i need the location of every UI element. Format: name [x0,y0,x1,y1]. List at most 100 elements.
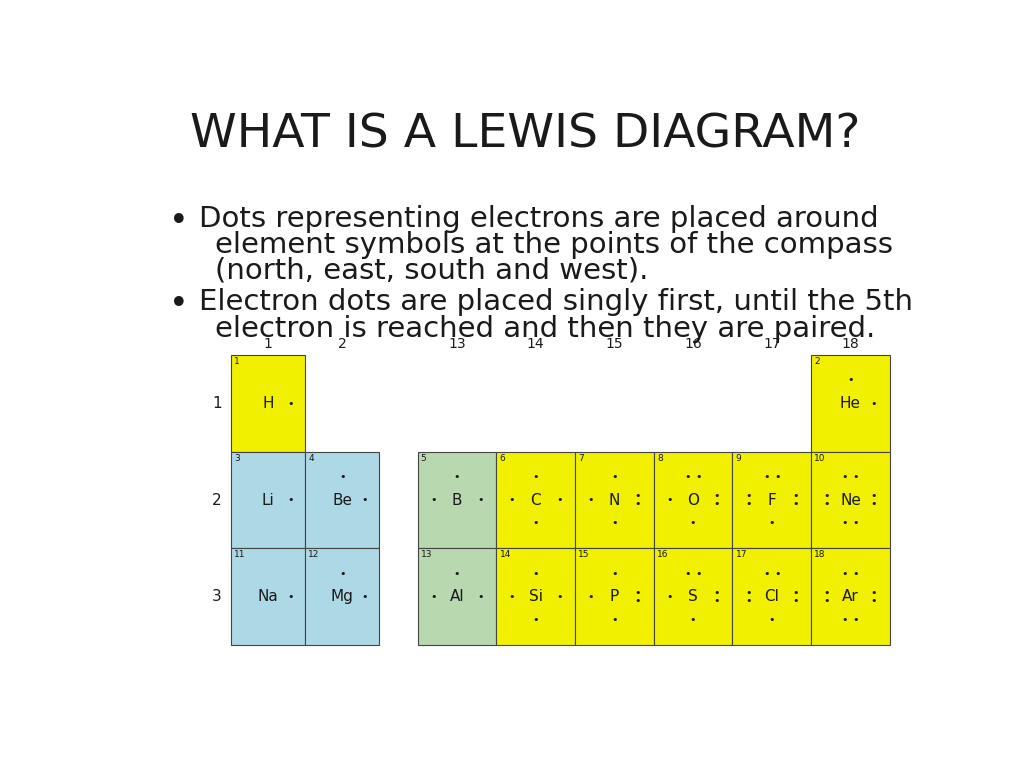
Text: Al: Al [450,589,464,604]
Text: •: • [774,472,780,482]
Text: •: • [714,588,720,598]
Text: 2: 2 [338,336,347,350]
Text: •: • [588,495,594,505]
Text: Ne: Ne [840,493,861,508]
Bar [575,452,653,548]
Text: •: • [774,568,780,578]
Text: •: • [611,568,617,578]
Bar [305,452,379,548]
Text: C: C [530,493,541,508]
Text: Dots representing electrons are placed around: Dots representing electrons are placed a… [200,204,879,233]
Text: •: • [870,588,878,598]
Text: 4: 4 [308,454,314,462]
Text: •: • [361,592,368,602]
Text: •: • [556,592,562,602]
Text: 6: 6 [500,454,505,462]
Bar [732,452,811,548]
Text: 17: 17 [763,336,780,350]
Text: •: • [763,568,769,578]
Text: •: • [695,568,701,578]
Text: •: • [763,472,769,482]
Text: •: • [667,592,673,602]
Text: Mg: Mg [331,589,353,604]
Bar [653,452,732,548]
Bar [231,548,305,645]
Text: •: • [853,518,859,528]
Text: •: • [842,568,848,578]
Text: 15: 15 [605,336,624,350]
Text: 3: 3 [234,454,240,462]
Text: •: • [870,399,878,409]
Text: •: • [744,588,752,598]
Text: •: • [744,596,752,606]
Text: •: • [823,596,830,606]
Text: •: • [870,499,878,509]
Text: Li: Li [262,493,274,508]
Text: 2: 2 [814,357,820,366]
Text: •: • [870,491,878,501]
Text: 14: 14 [500,550,511,559]
Text: H: H [262,396,274,411]
Text: electron is reached and then they are paired.: electron is reached and then they are pa… [215,315,876,343]
Text: •: • [635,499,641,509]
Text: 2: 2 [212,493,221,508]
Text: 16: 16 [656,550,669,559]
Text: •: • [339,568,345,578]
Text: •: • [853,568,859,578]
Text: 10: 10 [814,454,825,462]
Text: •: • [714,596,720,606]
Text: •: • [690,518,696,528]
Text: •: • [509,592,515,602]
Bar [732,548,811,645]
Text: •: • [793,499,799,509]
Text: WHAT IS A LEWIS DIAGRAM?: WHAT IS A LEWIS DIAGRAM? [189,113,860,158]
Text: Na: Na [258,589,279,604]
Text: 13: 13 [421,550,432,559]
Text: •: • [635,491,641,501]
Text: 1: 1 [264,336,272,350]
Text: 18: 18 [842,336,859,350]
Text: •: • [635,596,641,606]
Text: •: • [870,596,878,606]
Bar [811,356,890,452]
Text: 1: 1 [234,357,240,366]
Text: •: • [339,472,345,482]
Text: •: • [695,472,701,482]
Bar [811,548,890,645]
Bar [811,452,890,548]
Text: •: • [454,472,460,482]
Text: •: • [532,615,539,625]
Text: O: O [687,493,699,508]
Text: B: B [452,493,462,508]
Text: Electron dots are placed singly first, until the 5th: Electron dots are placed singly first, u… [200,289,913,316]
Text: 12: 12 [308,550,319,559]
Text: 5: 5 [421,454,427,462]
Text: S: S [688,589,698,604]
Text: P: P [609,589,618,604]
Text: Be: Be [333,493,352,508]
Text: •: • [853,472,859,482]
Text: •: • [287,495,294,505]
Text: •: • [744,491,752,501]
Text: •: • [532,472,539,482]
Text: •: • [556,495,562,505]
Text: •: • [793,491,799,501]
Text: •: • [169,204,188,237]
Text: •: • [823,499,830,509]
Text: 15: 15 [579,550,590,559]
Text: 17: 17 [735,550,748,559]
Bar [418,548,497,645]
Text: 11: 11 [234,550,246,559]
Text: •: • [690,615,696,625]
Text: •: • [477,495,483,505]
Text: 1: 1 [212,396,221,411]
Text: •: • [842,518,848,528]
Text: 14: 14 [526,336,545,350]
Text: •: • [847,376,854,386]
Bar [497,548,575,645]
Bar [305,548,379,645]
Text: •: • [611,472,617,482]
Text: •: • [611,518,617,528]
Text: •: • [684,568,691,578]
Text: •: • [823,588,830,598]
